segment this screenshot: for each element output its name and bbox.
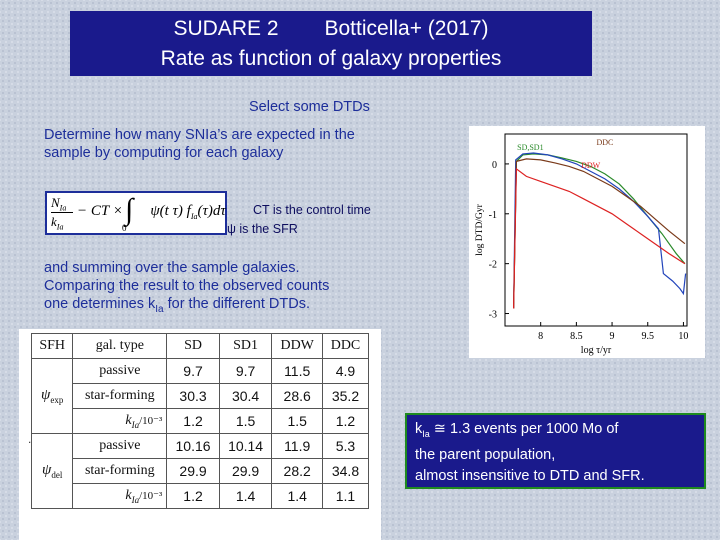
ct-note: CT is the control time (253, 203, 371, 217)
psi-note: ψ is the SFR (227, 222, 298, 236)
rate-table-panel: SFH gal. type SD SD1 DDW DDC ψexp passive… (19, 329, 381, 540)
y-tick-label: 0 (492, 160, 497, 171)
x-tick-label: 8 (538, 331, 543, 342)
value-cell: 11.5 (271, 358, 323, 384)
result-line-2: the parent population, (415, 446, 556, 463)
integral-sign: ∫ (125, 193, 134, 226)
x-tick-label: 10 (678, 331, 688, 342)
value-cell: 10.14 (218, 433, 273, 459)
gal-type-cell: star-forming (72, 383, 168, 409)
value-cell: 1.2 (166, 408, 220, 434)
value-cell: 1.5 (271, 408, 323, 434)
sfh-cell: ψdel (30, 433, 74, 509)
series-label: SD,SD1 (517, 143, 543, 152)
y-tick-label: -3 (489, 310, 497, 321)
table-row: kIa/10⁻³ 1.2 1.4 1.4 1.1 (32, 483, 370, 509)
title-line-2: Rate as function of galaxy properties (160, 47, 502, 70)
value-cell: 1.4 (218, 483, 273, 509)
header-sd: SD (166, 333, 220, 359)
determine-text: Determine how many SNIa’s are expected i… (44, 126, 355, 162)
header-sd1: SD1 (218, 333, 273, 359)
dtd-plot: 8 8.5 9 9.5 10 0 -1 -2 -3 log τ/yr log DTD/Gyr SD,… (469, 126, 705, 358)
x-tick-label: 9.5 (641, 331, 654, 342)
header-sfh: SFH (30, 333, 74, 359)
value-cell: 30.3 (166, 383, 220, 409)
table-row: kIa/10⁻³ 1.2 1.5 1.5 1.2 (32, 408, 370, 434)
dtd-series-line (513, 167, 686, 309)
select-dtds-text: Select some DTDs (249, 99, 370, 115)
value-cell: 34.8 (321, 458, 370, 484)
formula-numerator: NIa (51, 195, 67, 213)
table-row: ψdel passive 10.16 10.14 11.9 5.3 (30, 433, 370, 509)
title-line-1: SUDARE 2 Botticella+ (2017) (70, 14, 592, 44)
determine-line-2: sample by computing for each galaxy (44, 145, 284, 161)
gal-type-cell: passive (72, 433, 168, 459)
table-row: star-forming 29.9 29.9 28.2 34.8 (32, 458, 370, 484)
value-cell: 28.2 (271, 458, 323, 484)
title-survey: SUDARE 2 (173, 17, 279, 40)
y-axis-label: log DTD/Gyr (475, 203, 485, 255)
rate-formula: NIa kIa − CT × ψ(t τ) fIa(τ)dτ ∫ 0 (45, 191, 227, 235)
header-gal-type: gal. type (72, 333, 168, 359)
value-cell: 1.5 (218, 408, 273, 434)
value-cell: 9.7 (218, 358, 273, 384)
table-row: ψexp passive 9.7 9.7 11.5 4.9 (30, 358, 370, 434)
result-line-1: kIa ≅ 1.3 events per 1000 Mo of (415, 421, 619, 439)
kia-label-cell: kIa/10⁻³ (72, 483, 168, 509)
value-cell: 11.9 (271, 433, 323, 459)
value-cell: 1.1 (321, 483, 370, 509)
summing-text: and summing over the sample galaxies. Co… (44, 259, 329, 319)
value-cell: 29.9 (166, 458, 220, 484)
formula-denominator: kIa (51, 214, 64, 232)
value-cell: 5.3 (321, 433, 370, 459)
comparing-line-2: one determines kIa for the different DTD… (44, 296, 310, 315)
value-cell: 4.9 (321, 358, 370, 384)
value-cell: 9.7 (166, 358, 220, 384)
header-ddc: DDC (321, 333, 370, 359)
value-cell: 28.6 (271, 383, 323, 409)
side-dot: . (28, 432, 32, 446)
value-cell: 1.2 (166, 483, 220, 509)
sfh-cell: ψexp (30, 358, 74, 434)
formula-body: − CT × ψ(t τ) fIa(τ)dτ (77, 203, 226, 221)
plot-frame (504, 133, 688, 327)
series-label: DDW (581, 161, 601, 170)
summing-line: and summing over the sample galaxies. (44, 260, 300, 276)
value-cell: 1.4 (271, 483, 323, 509)
x-tick-label: 9 (610, 331, 615, 342)
title-reference: Botticella+ (2017) (324, 17, 489, 40)
x-tick-label: 8.5 (570, 331, 583, 342)
result-line-3: almost insensitive to DTD and SFR. (415, 467, 645, 484)
dtd-chart-svg: 8 8.5 9 9.5 10 0 -1 -2 -3 log τ/yr log DTD/Gyr SD,… (475, 133, 688, 356)
slide-title: SUDARE 2 Botticella+ (2017) Rate as funct… (70, 11, 592, 76)
x-axis-label: log τ/yr (581, 345, 612, 356)
y-tick-label: -1 (489, 210, 497, 221)
dtd-series-line (513, 152, 687, 309)
value-cell: 30.4 (218, 383, 273, 409)
series-label: DDC (596, 138, 613, 147)
value-cell: 1.2 (321, 408, 370, 434)
rate-table: SFH gal. type SD SD1 DDW DDC ψexp passive… (30, 333, 370, 509)
table-row: star-forming 30.3 30.4 28.6 35.2 (32, 383, 370, 409)
dtd-series-line (513, 158, 686, 309)
gal-type-cell: star-forming (72, 458, 168, 484)
integral-lower-limit: 0 (122, 223, 127, 233)
value-cell: 35.2 (321, 383, 370, 409)
fraction-line (51, 212, 73, 213)
determine-line-1: Determine how many SNIa’s are expected i… (44, 127, 355, 143)
y-tick-label: -2 (489, 260, 497, 271)
kia-label-cell: kIa/10⁻³ (72, 408, 168, 434)
table-header-row: SFH gal. type SD SD1 DDW DDC (30, 333, 370, 359)
gal-type-cell: passive (72, 358, 168, 384)
comparing-line-1: Comparing the result to the observed cou… (44, 278, 330, 294)
header-ddw: DDW (271, 333, 323, 359)
value-cell: 10.16 (166, 433, 220, 459)
result-box: kIa ≅ 1.3 events per 1000 Mo of the pare… (405, 413, 706, 489)
value-cell: 29.9 (218, 458, 273, 484)
